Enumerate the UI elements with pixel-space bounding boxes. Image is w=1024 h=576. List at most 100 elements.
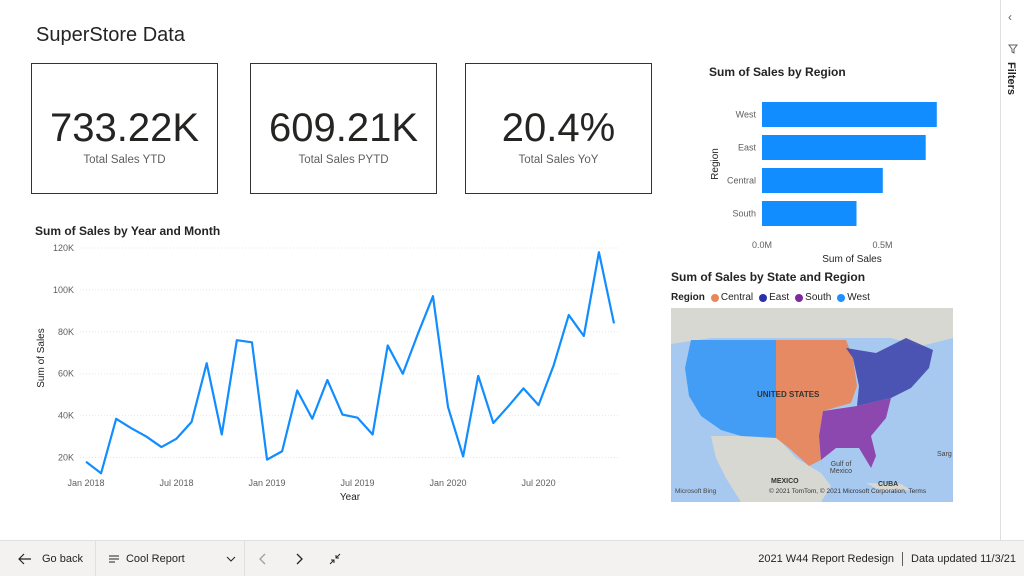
category-label: West	[736, 110, 757, 120]
back-arrow-icon	[18, 553, 31, 564]
region-central-shape	[776, 340, 857, 466]
data-point	[370, 432, 374, 436]
data-point	[114, 417, 118, 421]
legend-label: South	[805, 292, 832, 303]
sales-line	[85, 251, 616, 475]
data-point	[461, 454, 465, 458]
data-point	[144, 434, 148, 438]
legend-label: West	[847, 292, 870, 303]
kpi-card-total-sales-pytd[interactable]: 609.21K Total Sales PYTD	[250, 63, 437, 194]
y-tick-label: 60K	[58, 369, 74, 379]
data-point	[325, 378, 329, 382]
chevron-left-icon	[259, 553, 266, 564]
data-point	[386, 343, 390, 347]
y-tick-label: 100K	[53, 285, 74, 295]
kpi-value: 733.22K	[49, 106, 200, 150]
page-name: Cool Report	[125, 552, 185, 565]
data-point	[295, 388, 299, 392]
map-label-cuba: CUBA	[878, 481, 899, 488]
go-back-label: Go back	[42, 552, 83, 565]
map-label-gulf: Gulf of Mexico	[829, 461, 853, 475]
kpi-card-total-sales-ytd[interactable]: 733.22K Total Sales YTD	[31, 63, 218, 194]
map-label-country: UNITED STATES	[757, 390, 820, 399]
cuba-land	[866, 483, 911, 491]
next-page-button[interactable]	[281, 541, 317, 576]
report-status: 2021 W44 Report Redesign Data updated 11…	[758, 551, 1024, 566]
fit-page-button[interactable]	[317, 541, 353, 576]
bar-chart-title: Sum of Sales by Region	[709, 65, 846, 79]
canada-land	[671, 308, 953, 346]
map-chart-title: Sum of Sales by State and Region	[671, 270, 866, 284]
legend-dot-south	[795, 293, 804, 302]
region-west-shape	[685, 340, 776, 438]
legend-title: Region	[671, 292, 705, 303]
data-point	[355, 416, 359, 420]
x-tick-label: Jul 2018	[159, 478, 193, 488]
data-point	[476, 374, 480, 378]
previous-page-button[interactable]	[245, 541, 281, 576]
collapse-arrows-icon	[329, 553, 341, 564]
data-point	[174, 436, 178, 440]
kpi-card-total-sales-yoy[interactable]: 20.4% Total Sales YoY	[465, 63, 652, 194]
data-point	[159, 445, 163, 449]
bottom-bar: Go back Cool Report 2021 W44 Report Rede…	[0, 540, 1024, 576]
legend-dot-central	[710, 293, 719, 302]
data-point	[551, 363, 555, 367]
region-south-shape	[819, 398, 891, 468]
y-tick-label: 80K	[58, 327, 74, 337]
data-point	[265, 457, 269, 461]
report-title: SuperStore Data	[36, 24, 185, 46]
data-point	[416, 332, 420, 336]
bar-west	[762, 102, 937, 127]
data-point	[99, 471, 103, 475]
x-tick-label: 0.0M	[752, 240, 772, 250]
data-point	[280, 449, 284, 453]
map-label-mexico: MEXICO	[771, 478, 799, 485]
legend-item-central[interactable]: Central	[710, 292, 753, 303]
chevron-down-icon	[226, 556, 236, 562]
legend-item-west[interactable]: West	[837, 292, 870, 303]
data-point	[582, 334, 586, 338]
report-canvas: SuperStore Data 733.22K Total Sales YTD …	[30, 24, 960, 510]
separator	[94, 540, 96, 576]
y-tick-label: 120K	[53, 243, 74, 253]
x-tick-label: Jan 2019	[249, 478, 286, 488]
data-point	[340, 412, 344, 416]
data-point	[446, 405, 450, 409]
data-point	[597, 250, 601, 254]
page-list-icon	[108, 555, 119, 562]
filters-label[interactable]: Filters	[1005, 62, 1017, 96]
data-point	[612, 321, 616, 325]
report-name: 2021 W44 Report Redesign	[758, 552, 894, 565]
go-back-button[interactable]: Go back	[0, 541, 95, 576]
bar-east	[762, 135, 926, 160]
filter-icon[interactable]	[1008, 44, 1018, 54]
data-point	[536, 403, 540, 407]
line-chart-title: Sum of Sales by Year and Month	[35, 224, 221, 238]
data-point	[129, 426, 133, 430]
data-point	[567, 313, 571, 317]
chevron-right-icon	[296, 553, 303, 564]
map-copyright[interactable]: © 2021 TomTom, © 2021 Microsoft Corporat…	[769, 488, 927, 495]
filled-map[interactable]: UNITED STATES Gulf of Mexico MEXICO CUBA…	[671, 308, 953, 502]
map-label-sarg: Sarg	[937, 451, 952, 458]
y-axis-title: Region	[710, 148, 721, 180]
data-point	[204, 361, 208, 365]
legend-item-east[interactable]: East	[759, 292, 789, 303]
bar-central	[762, 168, 883, 193]
separator	[243, 540, 245, 576]
line-chart[interactable]: 20K 40K 60K 80K 100K 120K Jan 2018 Jul 2018 Jan …	[30, 240, 640, 510]
kpi-label: Total Sales YTD	[83, 154, 166, 166]
x-tick-label: Jul 2020	[522, 478, 556, 488]
x-tick-label: 0.5M	[873, 240, 893, 250]
category-label: South	[732, 209, 756, 219]
data-point	[84, 460, 88, 464]
divider	[902, 551, 903, 566]
page-selector[interactable]: Cool Report	[96, 541, 244, 576]
bar-chart[interactable]: West East Central South 0.0M 0.5M Sum of Sales…	[700, 90, 960, 270]
map-shapes	[671, 308, 953, 502]
legend-item-south[interactable]: South	[795, 292, 831, 303]
map-legend: Region Central East South West	[671, 292, 872, 303]
data-point	[521, 386, 525, 390]
collapse-chevron-icon[interactable]: ‹	[1008, 10, 1012, 24]
